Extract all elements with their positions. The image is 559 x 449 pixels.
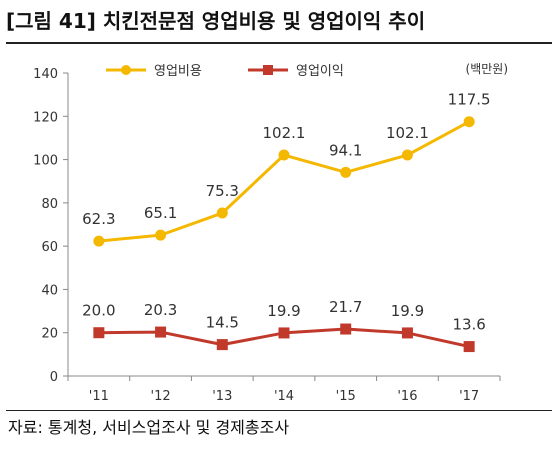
data-point xyxy=(340,166,352,178)
data-point xyxy=(155,326,167,338)
x-tick-label: '13 xyxy=(212,389,232,404)
data-point xyxy=(340,323,352,335)
data-label: 19.9 xyxy=(267,302,300,320)
x-tick-label: '17 xyxy=(459,389,479,404)
chart-legend: 영업비용 영업이익 xyxy=(106,64,344,79)
data-point xyxy=(278,149,290,161)
data-label: 21.7 xyxy=(329,298,362,316)
y-tick-label: 100 xyxy=(33,154,58,169)
chart-axes: 0 20 40 60 80 100 120 140 '11 '12 '13 '14 '15 '16 '17 xyxy=(33,67,501,404)
data-label: 20.3 xyxy=(144,301,177,319)
y-tick-label: 20 xyxy=(41,327,58,342)
x-tick-label: '12 xyxy=(151,389,171,404)
data-label: 19.9 xyxy=(391,302,424,320)
data-label: 102.1 xyxy=(263,124,306,142)
data-label: 14.5 xyxy=(206,314,239,332)
data-point xyxy=(278,327,290,339)
data-point xyxy=(155,229,167,241)
data-label: 20.0 xyxy=(82,302,115,320)
y-tick-label: 40 xyxy=(41,283,58,298)
legend-marker-square xyxy=(263,65,273,75)
data-label: 62.3 xyxy=(82,210,115,228)
data-point xyxy=(216,207,228,219)
data-labels: 62.3 65.1 75.3 102.1 94.1 102.1 117.5 20.0 20.3 1… xyxy=(82,91,490,334)
chart-series xyxy=(93,116,475,353)
data-point xyxy=(401,149,413,161)
data-point xyxy=(93,327,105,339)
title-divider xyxy=(6,42,552,44)
source-note: 자료: 통계청, 서비스업조사 및 경제총조사 xyxy=(8,418,290,437)
data-label: 75.3 xyxy=(206,182,239,200)
data-label: 13.6 xyxy=(452,316,485,334)
data-point xyxy=(93,235,105,247)
data-point xyxy=(216,339,228,351)
data-label: 94.1 xyxy=(329,141,362,159)
y-tick-label: 60 xyxy=(41,240,58,255)
x-tick-label: '11 xyxy=(89,389,109,404)
legend-label-0: 영업비용 xyxy=(154,64,202,79)
legend-label-1: 영업이익 xyxy=(296,64,344,79)
data-label: 117.5 xyxy=(448,91,491,109)
y-tick-label: 120 xyxy=(33,110,58,125)
x-tick-label: '14 xyxy=(274,389,294,404)
legend-marker-circle xyxy=(121,65,131,75)
unit-label: (백만원) xyxy=(466,62,508,76)
data-point xyxy=(463,341,475,353)
source-divider xyxy=(6,410,552,411)
y-tick-label: 140 xyxy=(33,67,58,82)
y-tick-label: 80 xyxy=(41,197,58,212)
figure-title: [그림 41] 치킨전문점 영업비용 및 영업이익 추이 xyxy=(6,9,426,33)
y-tick-label: 0 xyxy=(50,370,58,385)
data-label: 65.1 xyxy=(144,204,177,222)
x-tick-label: '15 xyxy=(336,389,356,404)
x-tick-label: '16 xyxy=(397,389,417,404)
data-point xyxy=(401,327,413,339)
data-point xyxy=(463,116,475,128)
data-label: 102.1 xyxy=(386,124,429,142)
